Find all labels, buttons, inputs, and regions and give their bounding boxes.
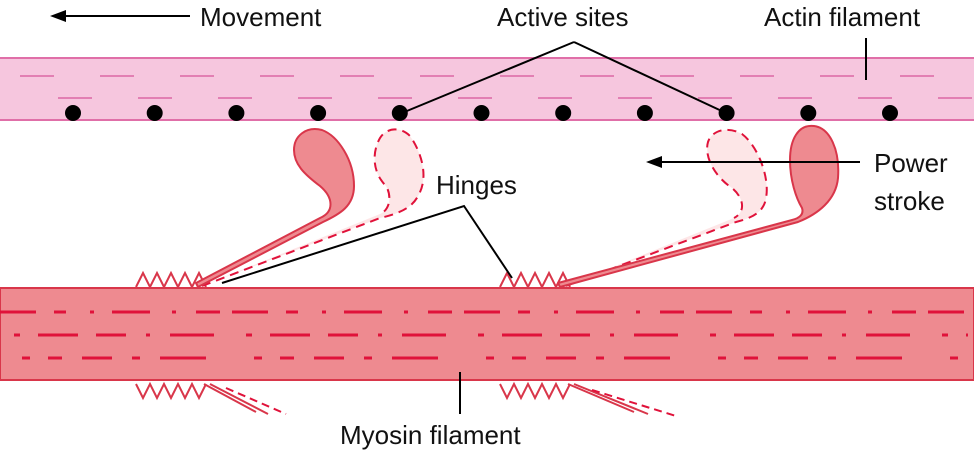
movement-arrowhead-icon [50, 10, 66, 22]
active-site-dot-icon [555, 105, 572, 121]
myosin-filament [0, 287, 974, 381]
active-site-dot-icon [228, 105, 245, 121]
power-stroke-label-line2: stroke [874, 186, 945, 216]
cross-bridge-left [135, 128, 425, 290]
active-site-dot-icon [800, 105, 817, 121]
myosin-head-solid [557, 124, 840, 288]
movement-label: Movement [200, 2, 322, 32]
hinges-leader [221, 204, 513, 284]
hinges-label: Hinges [436, 170, 517, 200]
actin-dash-pattern [20, 75, 972, 99]
active-site-dot-icon [636, 105, 653, 121]
active-site-dot-icon [882, 105, 898, 121]
active-site-dot-icon [391, 105, 408, 121]
power-stroke-label-line1: Power [874, 148, 948, 178]
myosin-neck-ghost [591, 389, 677, 417]
myosin-dash-pattern [0, 310, 968, 360]
myosin-head-solid [195, 128, 355, 288]
annotations [50, 10, 867, 414]
active-sites [65, 105, 898, 121]
hinge-zigzag-icon [135, 270, 207, 290]
active-sites-label: Active sites [497, 2, 629, 32]
myosin-neck-solid [203, 383, 257, 413]
myosin-head-ghost [565, 128, 768, 287]
myosin-neck-solid [209, 383, 269, 415]
myosin-neck-solid [567, 383, 635, 413]
myosin-neck-ghost [225, 387, 287, 415]
cross-bridge-lower-left [135, 381, 287, 415]
cross-bridge-lower-right [499, 381, 677, 417]
active-site-dot-icon [310, 105, 327, 121]
myosin-head-ghost [201, 128, 425, 287]
myosin-neck-solid [573, 383, 649, 415]
active-sites-leader-right [573, 41, 727, 114]
actin-filament-label: Actin filament [764, 2, 921, 32]
power-stroke-arrowhead-icon [646, 156, 662, 168]
active-site-dot-icon [473, 105, 490, 121]
active-site-dot-icon [146, 105, 163, 121]
active-site-dot-icon [65, 105, 81, 121]
cross-bridge-right [499, 124, 840, 290]
active-sites-leader-left [401, 41, 575, 114]
hinge-zigzag-icon [499, 381, 571, 401]
myosin-filament-label: Myosin filament [340, 420, 521, 450]
hinge-zigzag-icon [135, 381, 207, 401]
active-site-dot-icon [718, 105, 735, 121]
